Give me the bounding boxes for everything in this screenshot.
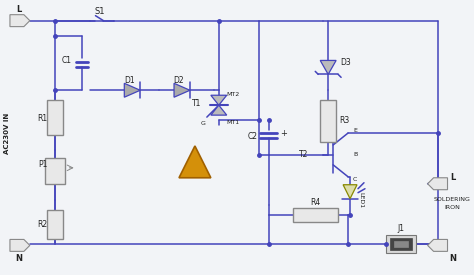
Polygon shape — [343, 185, 357, 199]
Bar — [394, 241, 408, 248]
Text: R3: R3 — [339, 116, 349, 125]
Text: AC230V IN: AC230V IN — [4, 112, 10, 154]
Text: J1: J1 — [397, 224, 404, 233]
Bar — [47, 210, 63, 240]
Text: G: G — [201, 120, 205, 126]
Text: !: ! — [191, 158, 198, 173]
Bar — [390, 238, 412, 250]
Polygon shape — [10, 240, 30, 251]
Text: P1: P1 — [38, 160, 47, 169]
Text: +: + — [280, 128, 287, 138]
Text: L: L — [450, 173, 455, 182]
Polygon shape — [428, 240, 447, 251]
Text: E: E — [353, 128, 357, 133]
Text: C: C — [353, 177, 357, 182]
Polygon shape — [211, 105, 227, 115]
Text: MT1: MT1 — [226, 120, 239, 125]
Bar — [386, 235, 416, 253]
Bar — [320, 100, 336, 142]
Text: MT2: MT2 — [226, 92, 239, 97]
Text: C2: C2 — [247, 131, 257, 141]
Text: SOLDERING: SOLDERING — [434, 197, 471, 202]
Text: D2: D2 — [173, 76, 184, 85]
Bar — [47, 100, 63, 135]
Polygon shape — [10, 15, 30, 27]
Polygon shape — [179, 146, 211, 178]
Polygon shape — [428, 178, 447, 190]
Text: LED1: LED1 — [358, 192, 363, 208]
Bar — [293, 208, 338, 222]
Text: N: N — [15, 254, 22, 263]
Text: R4: R4 — [310, 198, 320, 207]
Polygon shape — [124, 83, 140, 97]
Text: B: B — [353, 152, 357, 157]
Text: S1: S1 — [94, 7, 105, 16]
Text: R2: R2 — [38, 220, 48, 229]
Text: T2: T2 — [299, 150, 308, 160]
Bar — [45, 158, 64, 184]
Text: IRON: IRON — [445, 205, 460, 210]
Text: C1: C1 — [62, 56, 72, 65]
Text: D1: D1 — [124, 76, 135, 85]
Polygon shape — [320, 60, 336, 74]
Text: R1: R1 — [38, 114, 48, 123]
Text: T1: T1 — [192, 99, 201, 108]
Text: N: N — [449, 254, 456, 263]
Text: D3: D3 — [341, 58, 351, 67]
Polygon shape — [174, 83, 190, 97]
Polygon shape — [211, 95, 227, 105]
Text: L: L — [16, 5, 21, 14]
